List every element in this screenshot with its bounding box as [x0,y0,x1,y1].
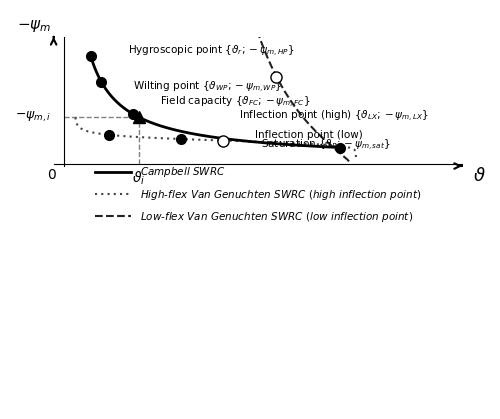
Text: $- \psi_{m,i}$: $- \psi_{m,i}$ [15,110,51,124]
Text: Wilting point $\{\vartheta_{WP}; - \psi_{m,WP}\}$: Wilting point $\{\vartheta_{WP}; - \psi_… [133,80,282,95]
Text: Field capacity $\{\vartheta_{FC}; - \psi_{m,FC}\}$: Field capacity $\{\vartheta_{FC}; - \psi… [160,95,310,110]
Text: Hygroscopic point $\{\vartheta_r; - \psi_{m,HP}\}$: Hygroscopic point $\{\vartheta_r; - \psi… [128,44,294,59]
Text: $- \psi_m$: $- \psi_m$ [16,18,51,34]
Legend: $\it{Campbell\ SWRC}$, $\it{High\text{-}flex\ Van\ Genuchten\ SWRC\ (high\ infle: $\it{Campbell\ SWRC}$, $\it{High\text{-}… [90,161,425,228]
Text: Saturation $\{\vartheta_P; - \psi_{m,sat}\}$: Saturation $\{\vartheta_P; - \psi_{m,sat… [260,138,390,153]
Text: Inflection point (low): Inflection point (low) [255,130,363,140]
Text: 0: 0 [48,168,56,182]
Text: Inflection point (high) $\{\vartheta_{LX}; - \psi_{m,LX}\}$: Inflection point (high) $\{\vartheta_{LX… [240,109,430,124]
Text: $\vartheta$: $\vartheta$ [473,167,486,185]
Text: $\vartheta_i$: $\vartheta_i$ [132,170,145,187]
